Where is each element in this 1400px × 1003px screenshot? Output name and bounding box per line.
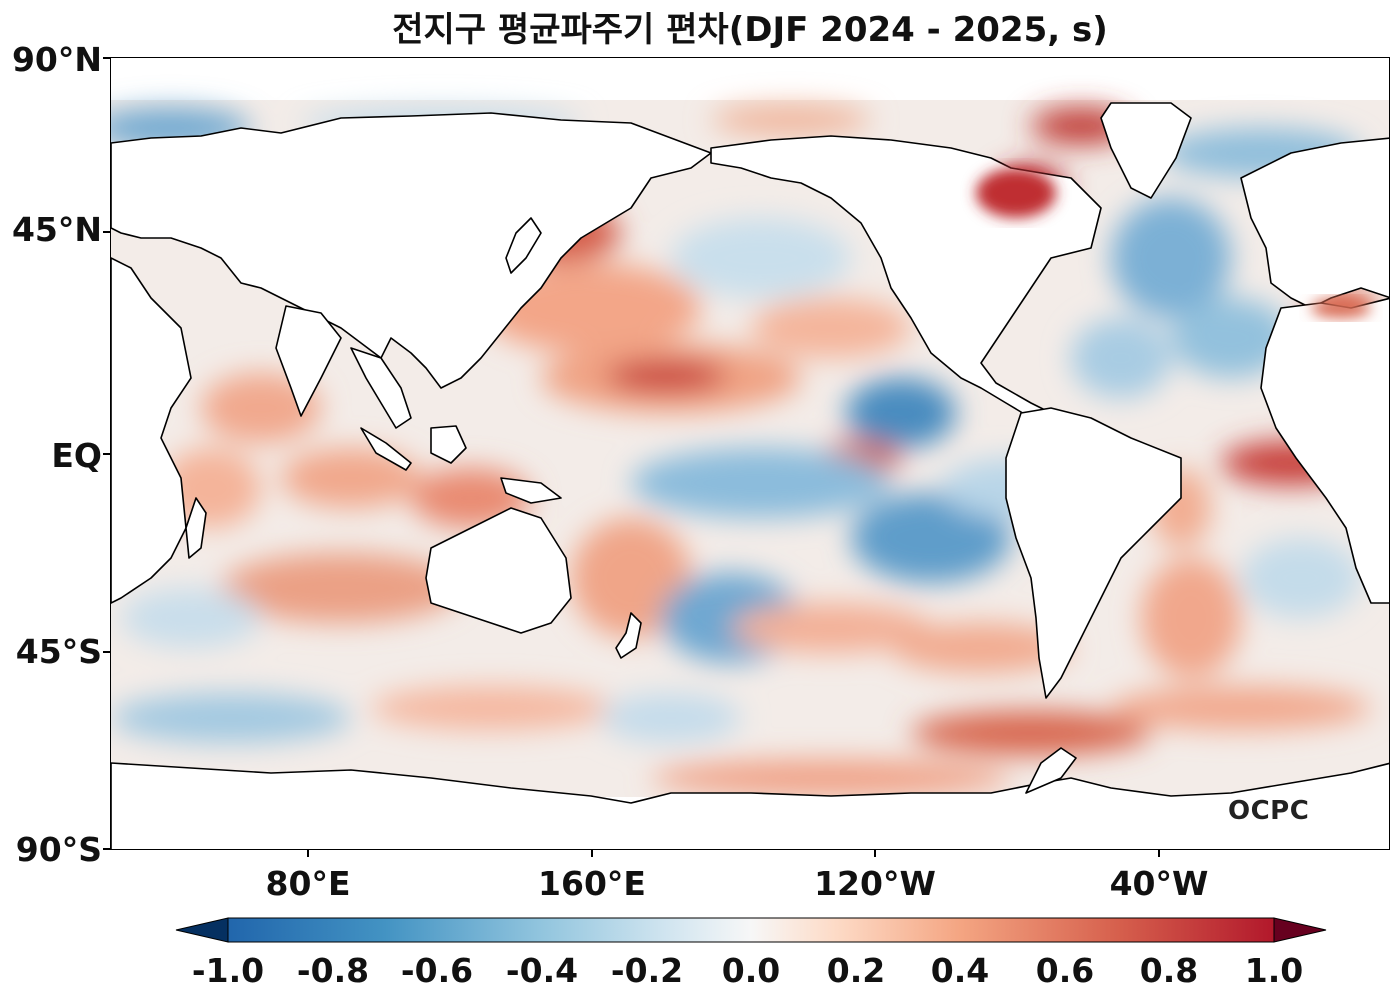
new-zealand-landmass: [615, 612, 642, 659]
tick-mark: [874, 850, 876, 857]
antarctic-peninsula: [1025, 747, 1077, 794]
lat-label-90n: 90°N: [11, 40, 102, 79]
colorbar-tick-label: 0.2: [826, 951, 886, 990]
colorbar-tick-label: -0.2: [610, 951, 684, 990]
colorbar-tick-label: -1.0: [191, 951, 265, 990]
colorbar-tick-label: 0.8: [1139, 951, 1199, 990]
indochina-landmass: [350, 347, 412, 429]
colorbar-gradient: [227, 917, 1275, 943]
colorbar-tick-label: -0.6: [400, 951, 474, 990]
colorbar-tick-label: -0.8: [296, 951, 370, 990]
lon-label-120w: 120°W: [814, 864, 936, 903]
tick-mark: [103, 848, 110, 850]
colorbar-tick-label: 0.6: [1035, 951, 1095, 990]
map-title: 전지구 평균파주기 편차(DJF 2024 - 2025, s): [392, 10, 1108, 50]
antarctica-landmass: [111, 762, 1389, 849]
lat-label-45s: 45°S: [15, 632, 102, 671]
lat-label-45n: 45°N: [11, 210, 102, 249]
ocpc-logo: OCPC: [1228, 796, 1310, 826]
colorbar-tick-label: 0.4: [930, 951, 990, 990]
map-panel: [110, 57, 1390, 850]
borneo-landmass: [430, 425, 467, 464]
hudson-bay-anomaly: [976, 168, 1056, 218]
colorbar-min-extend: [175, 917, 229, 943]
south-america-landmass: [1005, 407, 1182, 699]
colorbar-max-extend: [1273, 917, 1327, 943]
tick-mark: [103, 57, 110, 59]
lat-label-eq: EQ: [51, 436, 102, 475]
greenland-landmass: [1100, 102, 1192, 199]
eurasia-landmass: [111, 112, 712, 389]
mediterranean-anomaly: [1311, 298, 1371, 318]
colorbar-tick-label: 1.0: [1244, 951, 1304, 990]
colorbar-tick-label: -0.4: [505, 951, 579, 990]
australia-landmass: [425, 507, 572, 634]
colorbar-tick-label: 0.0: [721, 951, 781, 990]
tick-mark: [103, 453, 110, 455]
japan-landmass: [505, 217, 542, 274]
europe-landmass: [1240, 137, 1389, 309]
lon-label-160e: 160°E: [538, 864, 646, 903]
india-landmass: [275, 305, 342, 417]
tick-mark: [1158, 850, 1160, 857]
anomaly-map: [111, 100, 1389, 849]
africa-west-edge: [111, 257, 192, 604]
tick-mark: [307, 850, 309, 857]
madagascar-landmass: [185, 497, 207, 559]
lat-label-90s: 90°S: [15, 830, 102, 869]
lon-label-40w: 40°W: [1109, 864, 1209, 903]
tick-mark: [103, 231, 110, 233]
tick-mark: [103, 651, 110, 653]
sumatra-landmass: [360, 427, 412, 471]
lon-label-80e: 80°E: [265, 864, 351, 903]
colorbar: [175, 917, 1327, 943]
tick-mark: [591, 850, 593, 857]
new-guinea-landmass: [500, 477, 562, 504]
